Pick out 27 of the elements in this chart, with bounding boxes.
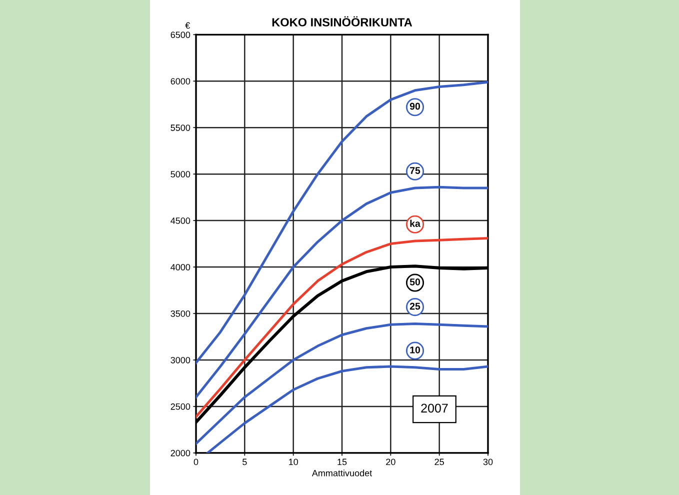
x-tick-label: 25 [434,458,444,466]
annotation: 2007 [421,404,448,413]
series-label: ka [410,220,420,227]
y-tick-label: 4500 [170,218,190,224]
series-label: 10 [410,346,420,354]
y-tick-label: 2500 [170,403,190,410]
y-axis-title: € [185,22,190,29]
x-tick-label: 30 [483,458,493,466]
x-tick-label: 5 [242,458,247,466]
y-tick-label: 5000 [170,171,190,178]
x-tick-label: 15 [338,458,347,466]
y-tick-label: 6000 [170,78,190,84]
x-tick-label: 0 [194,458,198,466]
series-label: 25 [410,302,420,310]
y-tick-label: 6500 [170,32,190,38]
x-tick-label: 20 [386,458,396,466]
series-label: 75 [410,167,420,174]
y-tick-label: 4000 [170,264,190,270]
x-tick-label: 10 [289,458,298,466]
x-axis-title: Ammattivuodet [312,470,372,476]
y-tick-label: 2000 [170,450,190,456]
chart-title: KOKO INSINÖÖRIKUNTA [272,16,412,26]
series-label: 50 [410,278,420,286]
y-tick-label: 5500 [170,124,190,131]
y-tick-label: 3000 [170,356,190,364]
y-tick-label: 3500 [170,310,190,317]
series-label: 90 [410,102,420,110]
